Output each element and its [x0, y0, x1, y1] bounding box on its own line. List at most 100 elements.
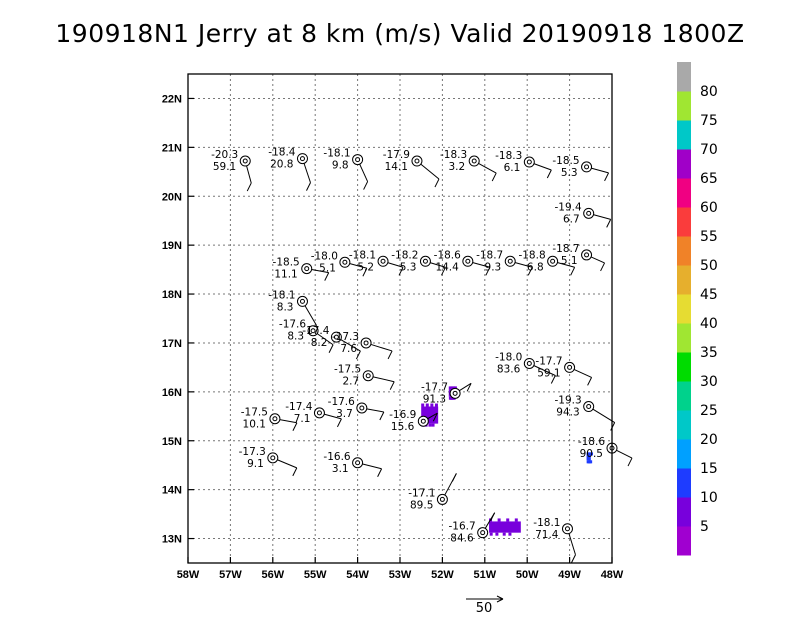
station-temp-label: -17.5 — [334, 364, 361, 376]
station-center — [422, 258, 428, 264]
wind-barb-flag — [550, 375, 556, 384]
station-center — [452, 390, 458, 396]
station-temp-label: -18.2 — [391, 249, 418, 261]
wind-barb-flag — [292, 467, 298, 477]
wind-barb-flag — [324, 272, 330, 281]
station-center — [567, 364, 573, 370]
station-center — [355, 460, 361, 466]
station-value-label: 84.6 — [450, 533, 474, 545]
station-center — [299, 156, 305, 162]
chart-title: 190918N1 Jerry at 8 km (m/s) Valid 20190… — [55, 19, 744, 48]
x-tick-label: 54W — [346, 569, 369, 581]
colorbar: 5 10 15 20 25 30 35 40 45 50 55 60 65 70 75 80 — [677, 62, 718, 556]
station-ring — [411, 155, 423, 167]
station-ring — [523, 357, 535, 369]
station-ring — [449, 387, 461, 399]
station-value-label: 8.2 — [311, 337, 328, 349]
y-axis: 13N 14N 15N 16N 17N 18N 19N 20N 21N 22N — [162, 93, 194, 546]
station-ring — [313, 407, 325, 419]
colorbar-label: 50 — [700, 258, 718, 274]
station-temp-label: -18.8 — [518, 249, 545, 261]
colorbar-segment — [677, 236, 691, 266]
wind-barb-flag — [377, 468, 383, 477]
station-value-label: 5.3 — [400, 261, 417, 273]
y-tick-label: 21N — [162, 142, 182, 154]
wind-barb-flag — [355, 350, 361, 360]
station-ring — [356, 402, 368, 414]
colorbar-segment — [677, 265, 691, 295]
station-ring — [360, 337, 372, 349]
station-temp-label: -18.4 — [268, 147, 295, 159]
wind-barb-flag — [606, 219, 612, 228]
station-value-label: 10.1 — [243, 419, 266, 431]
x-tick-label: 49W — [558, 569, 581, 581]
y-tick-label: 13N — [162, 534, 182, 546]
y-tick-label: 15N — [162, 436, 182, 448]
colorbar-segment — [677, 149, 691, 179]
shaded-area-edge — [489, 532, 493, 536]
station-center — [526, 159, 532, 165]
station-ring — [267, 452, 279, 464]
station-ring — [583, 207, 595, 219]
x-tick-label: 58W — [177, 569, 200, 581]
station-value-label: 83.6 — [497, 363, 521, 375]
shaded-area-edge — [448, 396, 452, 400]
shaded-area-edge — [434, 403, 438, 407]
station-value-label: 5.2 — [357, 261, 374, 273]
scale-vector: 50 — [466, 595, 504, 616]
grid-lines — [188, 74, 612, 563]
colorbar-segment — [677, 323, 691, 353]
wind-barb-flag — [485, 267, 491, 276]
station-temp-label: -17.7 — [421, 381, 448, 393]
station-temp-label: -17.4 — [302, 325, 329, 337]
station-value-label: 7.1 — [294, 413, 311, 425]
station-value-label: 15.6 — [391, 421, 415, 433]
shaded-area-edge — [421, 403, 425, 407]
wind-barb-flag — [336, 418, 342, 428]
shaded-area-edge — [508, 532, 512, 536]
station-value-label: 59.1 — [213, 161, 236, 173]
station-center — [342, 259, 348, 265]
station-value-label: 14.4 — [435, 261, 459, 273]
station-center — [564, 526, 570, 532]
station-temp-label: -17.6 — [279, 319, 306, 331]
station-ring — [564, 361, 576, 373]
shaded-area-edge — [586, 460, 590, 464]
colorbar-segment — [677, 62, 691, 92]
station-center — [365, 373, 371, 379]
station-temp-label: -18.3 — [495, 150, 522, 162]
station-temp-label: -17.6 — [328, 396, 355, 408]
wind-barb-flag — [451, 473, 457, 482]
station-ring — [561, 523, 573, 535]
station-ring — [296, 153, 308, 165]
station-value-label: 9.3 — [485, 261, 502, 273]
wind-barb-flag — [292, 422, 298, 431]
station-temp-label: -17.7 — [535, 355, 562, 367]
x-tick-label: 56W — [261, 569, 284, 581]
station-value-label: 9.8 — [332, 160, 349, 172]
shaded-area-edge — [588, 460, 592, 464]
station-value-label: 8.3 — [277, 301, 294, 313]
station-temp-label: -18.1 — [323, 148, 350, 160]
colorbar-segment — [677, 178, 691, 208]
wind-barb-flag — [246, 182, 252, 192]
shaded-area-edge — [431, 423, 435, 427]
station-center — [550, 258, 556, 264]
station-ring — [581, 249, 593, 261]
colorbar-label: 70 — [700, 142, 718, 158]
colorbar-label: 20 — [700, 432, 718, 448]
station-center — [310, 328, 316, 334]
station-temp-label: -18.3 — [440, 149, 467, 161]
station-center — [584, 164, 590, 170]
wind-barb-flag — [440, 267, 446, 276]
colorbar-segment — [677, 468, 691, 498]
station-center — [414, 158, 420, 164]
station-value-label: 5.1 — [561, 255, 578, 267]
shaded-area-edge — [497, 518, 501, 522]
station-center — [465, 258, 471, 264]
wind-barb-flag — [604, 172, 610, 182]
y-tick-label: 17N — [162, 338, 182, 350]
wind-barb-flag — [362, 268, 368, 277]
station-value-label: 8.3 — [287, 331, 304, 343]
wind-barb-flag — [306, 182, 311, 191]
